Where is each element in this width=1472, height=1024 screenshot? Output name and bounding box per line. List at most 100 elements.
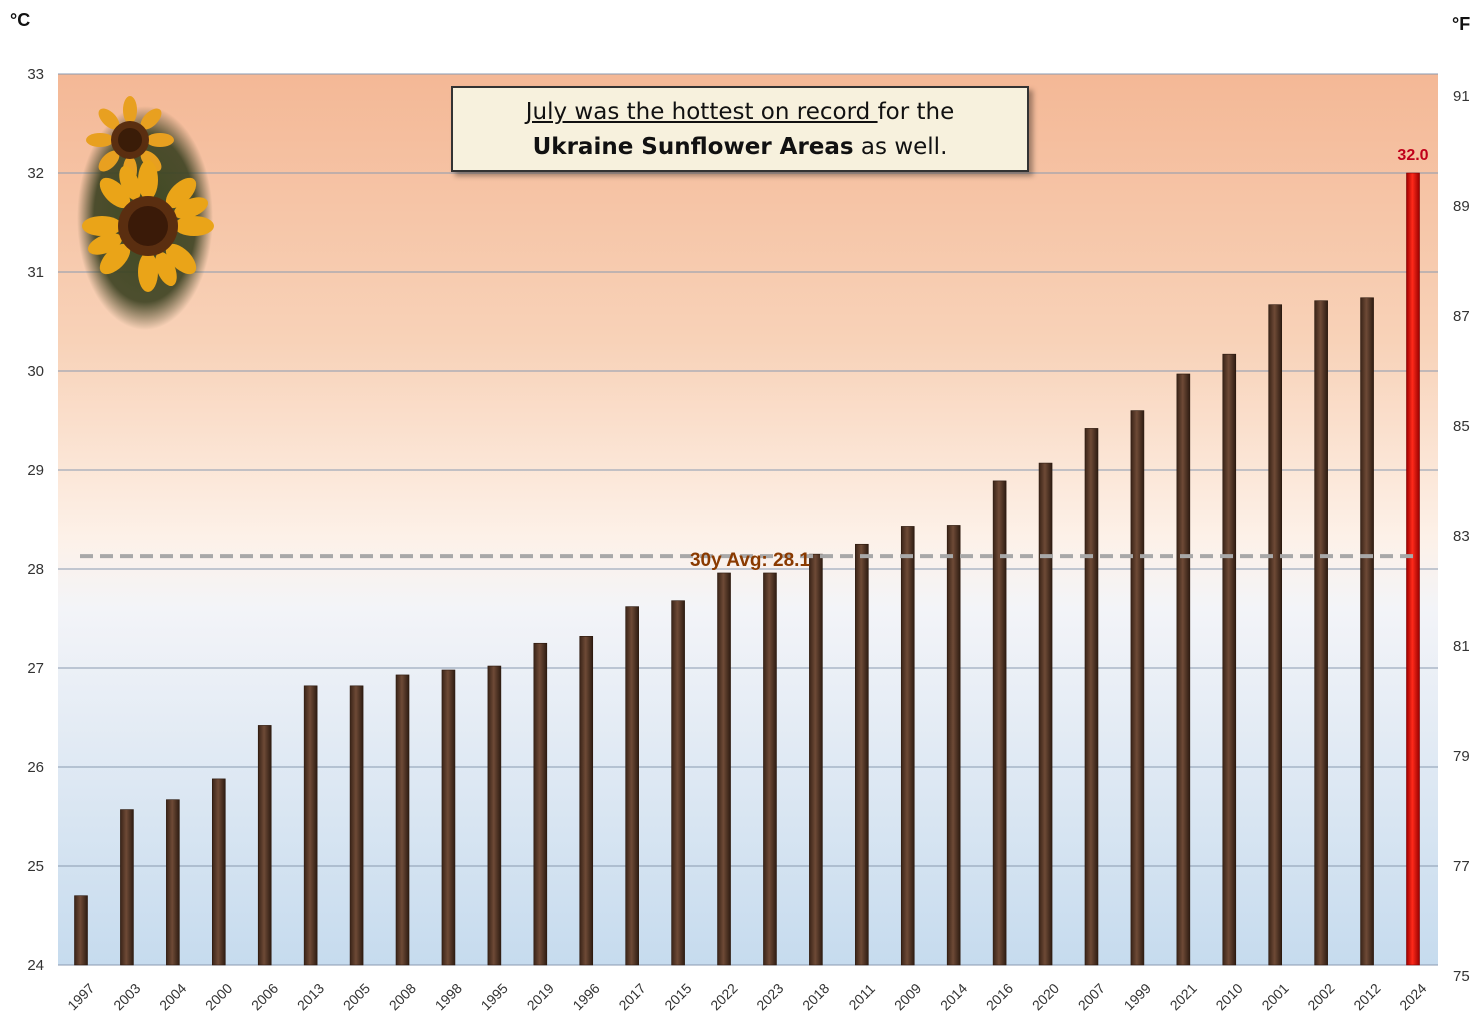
y-tick-left: 29: [27, 462, 44, 479]
title-line1-rest: for the: [877, 99, 955, 125]
average-label: 30y Avg: 28.1: [690, 550, 810, 571]
bar: [992, 480, 1007, 966]
y-tick-left: 27: [27, 660, 44, 677]
bar: [395, 674, 410, 966]
bar: [1314, 300, 1328, 966]
bar: [625, 606, 639, 966]
left-unit-label: °C: [10, 10, 30, 30]
x-tick-label: 2006: [248, 980, 281, 1013]
x-tick-label: 2004: [156, 980, 189, 1013]
bar: [671, 600, 685, 966]
bar: [717, 572, 731, 966]
y-tick-left: 31: [27, 264, 44, 281]
y-axis-left: 24 25 26 27 28 29 30 31 32 33: [27, 66, 44, 974]
average-line-group: 30y Avg: 28.1: [80, 550, 1418, 571]
highlight-value-label: 32.0: [1397, 147, 1428, 164]
sunflower-image: [77, 96, 214, 330]
bar: [120, 809, 134, 966]
bar: [946, 525, 961, 966]
x-tick-label: 2003: [110, 980, 143, 1013]
x-tick-label: 1996: [569, 980, 602, 1013]
x-tick-label: 2015: [661, 980, 694, 1013]
x-tick-label: 2013: [294, 980, 327, 1013]
x-tick-label: 2002: [1304, 980, 1337, 1013]
chart-title-callout: July was the hottest on record for the U…: [451, 86, 1029, 172]
y-tick-right: 79: [1453, 748, 1470, 765]
y-tick-left: 28: [27, 561, 44, 578]
bar: [809, 553, 823, 966]
y-tick-right: 91: [1453, 88, 1470, 105]
y-tick-right: 83: [1453, 528, 1470, 545]
title-line-1: July was the hottest on record for the: [453, 95, 1027, 130]
x-tick-label: 1997: [64, 980, 97, 1013]
bar: [855, 543, 869, 966]
x-tick-label: 2024: [1396, 980, 1429, 1013]
x-tick-label: 2010: [1212, 980, 1245, 1013]
x-tick-label: 1999: [1121, 980, 1154, 1013]
y-axis-right: 75 77 79 81 83 85 87 89 91: [1453, 88, 1470, 985]
x-tick-label: 2012: [1350, 980, 1383, 1013]
y-tick-right: 81: [1453, 638, 1470, 655]
right-unit-label: °F: [1452, 14, 1470, 34]
x-tick-label: 1995: [478, 980, 511, 1013]
bar: [487, 665, 502, 966]
y-tick-right: 75: [1453, 968, 1470, 985]
y-tick-left: 25: [27, 858, 44, 875]
x-tick-label: 2020: [1029, 980, 1062, 1013]
bar: [441, 669, 456, 966]
x-tick-label: 2014: [937, 980, 970, 1013]
bar-highlight: [1406, 172, 1420, 966]
y-tick-right: 87: [1453, 308, 1470, 325]
bar: [1130, 410, 1145, 966]
bar: [303, 685, 318, 966]
bar: [533, 642, 548, 966]
bar: [1038, 462, 1053, 966]
y-tick-left: 30: [27, 363, 44, 380]
x-tick-label: 2011: [845, 980, 878, 1013]
x-tick-label: 2018: [799, 980, 832, 1013]
y-tick-left: 24: [27, 957, 44, 974]
x-tick-label: 2005: [340, 980, 373, 1013]
bar: [349, 685, 364, 966]
y-tick-right: 77: [1453, 858, 1470, 875]
x-tick-label: 2001: [1258, 980, 1291, 1013]
bar: [1268, 304, 1283, 966]
bar: [211, 778, 226, 966]
plot-background: [58, 74, 1438, 965]
x-tick-label: 2021: [1167, 980, 1200, 1013]
bar: [763, 572, 777, 966]
y-tick-right: 85: [1453, 418, 1470, 435]
bar: [1176, 373, 1191, 966]
x-tick-label: 2023: [753, 980, 786, 1013]
bars: 32.0: [74, 147, 1429, 966]
bar: [1084, 428, 1099, 966]
y-tick-right: 89: [1453, 198, 1470, 215]
x-tick-label: 2016: [983, 980, 1016, 1013]
bar: [74, 895, 88, 966]
bar: [579, 636, 594, 966]
gridlines: [58, 73, 1438, 966]
x-tick-label: 2022: [707, 980, 740, 1013]
bar: [900, 526, 915, 966]
title-line-2: Ukraine Sunflower Areas as well.: [453, 130, 1027, 165]
x-tick-label: 2000: [202, 980, 235, 1013]
bar: [166, 799, 180, 966]
y-tick-left: 26: [27, 759, 44, 776]
title-line2-rest: as well.: [853, 134, 948, 160]
x-axis: 1997 2003 2004 2000 2006 2013 2005 2008 1998 1995…: [64, 980, 1429, 1013]
x-tick-label: 2017: [615, 980, 648, 1013]
y-tick-left: 33: [27, 66, 44, 83]
x-tick-label: 1998: [432, 980, 465, 1013]
bar: [1360, 297, 1374, 966]
bar: [1222, 353, 1237, 966]
bar: [257, 725, 272, 966]
y-tick-left: 32: [27, 165, 44, 182]
x-tick-label: 2009: [891, 980, 924, 1013]
x-tick-label: 2008: [386, 980, 419, 1013]
x-tick-label: 2019: [524, 980, 557, 1013]
title-underlined: July was the hottest on record: [525, 99, 878, 125]
x-tick-label: 2007: [1075, 980, 1108, 1013]
title-bold: Ukraine Sunflower Areas: [532, 134, 854, 160]
